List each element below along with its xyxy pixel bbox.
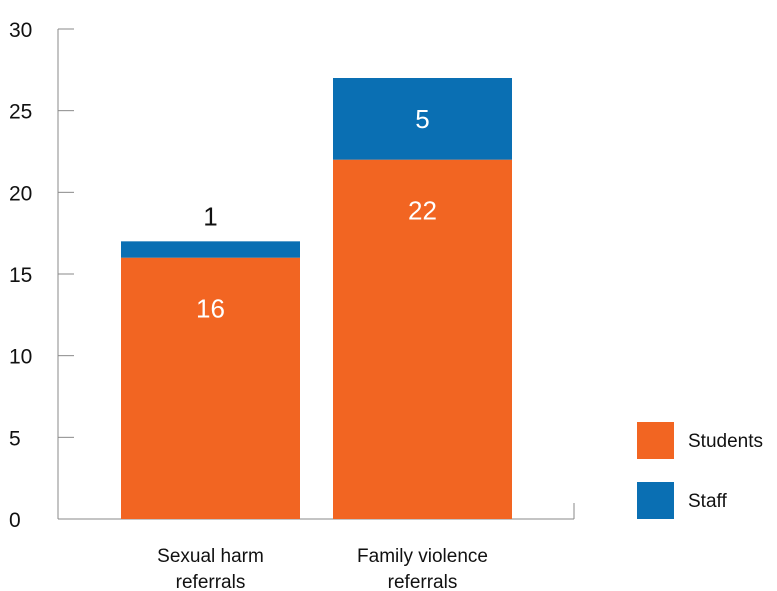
bar-staff-1: [333, 78, 512, 160]
y-tick-label: 25: [9, 101, 32, 124]
data-label: 22: [408, 196, 437, 226]
y-tick-label: 0: [9, 509, 21, 532]
x-category-label: Sexual harm: [157, 546, 264, 567]
bar-students-0: [121, 257, 300, 519]
y-tick-label: 30: [9, 19, 32, 42]
x-category-label: Family violence: [357, 546, 488, 567]
data-labels: 16 1 22 5: [196, 104, 437, 324]
bar-staff-0: [121, 241, 300, 258]
y-axis-ticks: 0 5 10 15 20 25 30: [9, 19, 74, 532]
y-tick-label: 15: [9, 264, 32, 287]
data-label: 16: [196, 294, 225, 324]
legend-label-staff: Staff: [688, 491, 727, 512]
x-axis-categories: Sexual harm referrals Family violence refer…: [157, 546, 488, 591]
y-tick-label: 10: [9, 346, 32, 369]
x-category-label: referrals: [176, 572, 246, 591]
x-category-label: referrals: [388, 572, 458, 591]
bar-students-1: [333, 159, 512, 519]
legend-swatch-staff: [637, 482, 674, 519]
bars: [121, 78, 512, 519]
y-tick-label: 20: [9, 182, 32, 205]
data-label: 1: [203, 201, 217, 231]
legend: Students Staff: [637, 422, 763, 519]
legend-swatch-students: [637, 422, 674, 459]
data-label: 5: [415, 104, 429, 134]
legend-label-students: Students: [688, 431, 763, 452]
y-tick-label: 5: [9, 427, 21, 450]
